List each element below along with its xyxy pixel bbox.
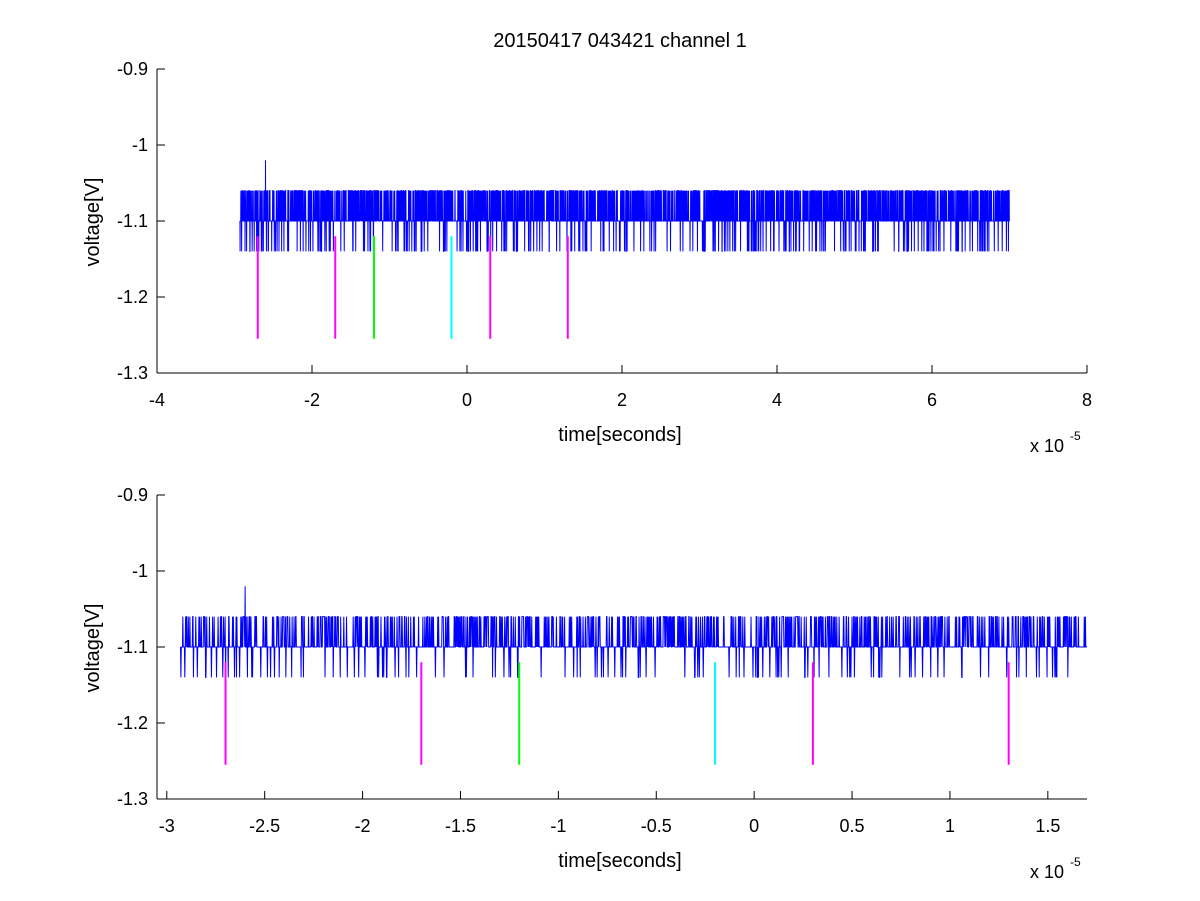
bottom-y-tick-label: -1.3: [117, 789, 148, 809]
top-x-tick-label: 4: [772, 390, 782, 410]
top-markers-group: [256, 236, 569, 339]
bottom-x-exponent-power: -5: [1070, 855, 1081, 869]
bottom-x-tick-label: 1: [945, 816, 955, 836]
bottom-x-tick-label: -1.5: [445, 816, 476, 836]
bottom-x-tick-label: -2.5: [249, 816, 280, 836]
top-x-tick-label: 8: [1082, 390, 1092, 410]
top-subplot: -1.3 -1.2 -1.1 -1 -0.9 -4 -2 0 2 4 6 8 time[seconds…: [82, 59, 1092, 456]
top-x-tick-label: 2: [617, 390, 627, 410]
bottom-y-tick-label: -1.2: [117, 713, 148, 733]
top-y-tick-label: -1.3: [117, 363, 148, 383]
top-y-axis-label: voltage[V]: [82, 178, 104, 267]
bottom-x-tick-label: -0.5: [641, 816, 672, 836]
top-x-tick-label: 0: [462, 390, 472, 410]
top-y-tick-label: -1.2: [117, 287, 148, 307]
top-axes: -1.3 -1.2 -1.1 -1 -0.9 -4 -2 0 2 4 6 8: [117, 59, 1092, 410]
bottom-x-tick-label: -2: [355, 816, 371, 836]
bottom-y-tick-label: -1.1: [117, 637, 148, 657]
top-trace-group: [239, 160, 1010, 252]
top-x-exponent-power: -5: [1070, 429, 1081, 443]
bottom-x-tick-label: 0: [749, 816, 759, 836]
top-x-exponent-base: x 10: [1030, 436, 1064, 456]
bottom-trace-group: [179, 586, 1087, 678]
bottom-x-tick-label: 0.5: [840, 816, 865, 836]
top-voltage-trace: [239, 160, 1010, 252]
bottom-x-tick-label: -3: [159, 816, 175, 836]
top-y-tick-label: -1.1: [117, 211, 148, 231]
top-y-tick-label: -0.9: [117, 59, 148, 79]
figure-title: 20150417 043421 channel 1: [493, 30, 747, 52]
bottom-subplot: -1.3 -1.2 -1.1 -1 -0.9 -3 -2.5 -2 -1.5 -1 -0.5 0 0.5…: [82, 485, 1087, 882]
bottom-y-axis-label: voltage[V]: [82, 604, 104, 693]
top-x-tick-label: -4: [149, 390, 165, 410]
bottom-y-tick-label: -0.9: [117, 485, 148, 505]
bottom-markers-group: [224, 662, 1010, 765]
bottom-x-tick-label: 1.5: [1035, 816, 1060, 836]
bottom-x-tick-label: -1: [550, 816, 566, 836]
bottom-x-exponent-base: x 10: [1030, 862, 1064, 882]
bottom-voltage-trace: [179, 586, 1087, 678]
bottom-axes: -1.3 -1.2 -1.1 -1 -0.9 -3 -2.5 -2 -1.5 -1 -0.5 0 0.5…: [117, 485, 1087, 836]
bottom-y-tick-label: -1: [132, 561, 148, 581]
top-x-tick-label: -2: [304, 390, 320, 410]
top-y-tick-label: -1: [132, 135, 148, 155]
top-x-tick-label: 6: [927, 390, 937, 410]
top-x-axis-label: time[seconds]: [558, 424, 681, 446]
bottom-x-axis-label: time[seconds]: [558, 850, 681, 872]
